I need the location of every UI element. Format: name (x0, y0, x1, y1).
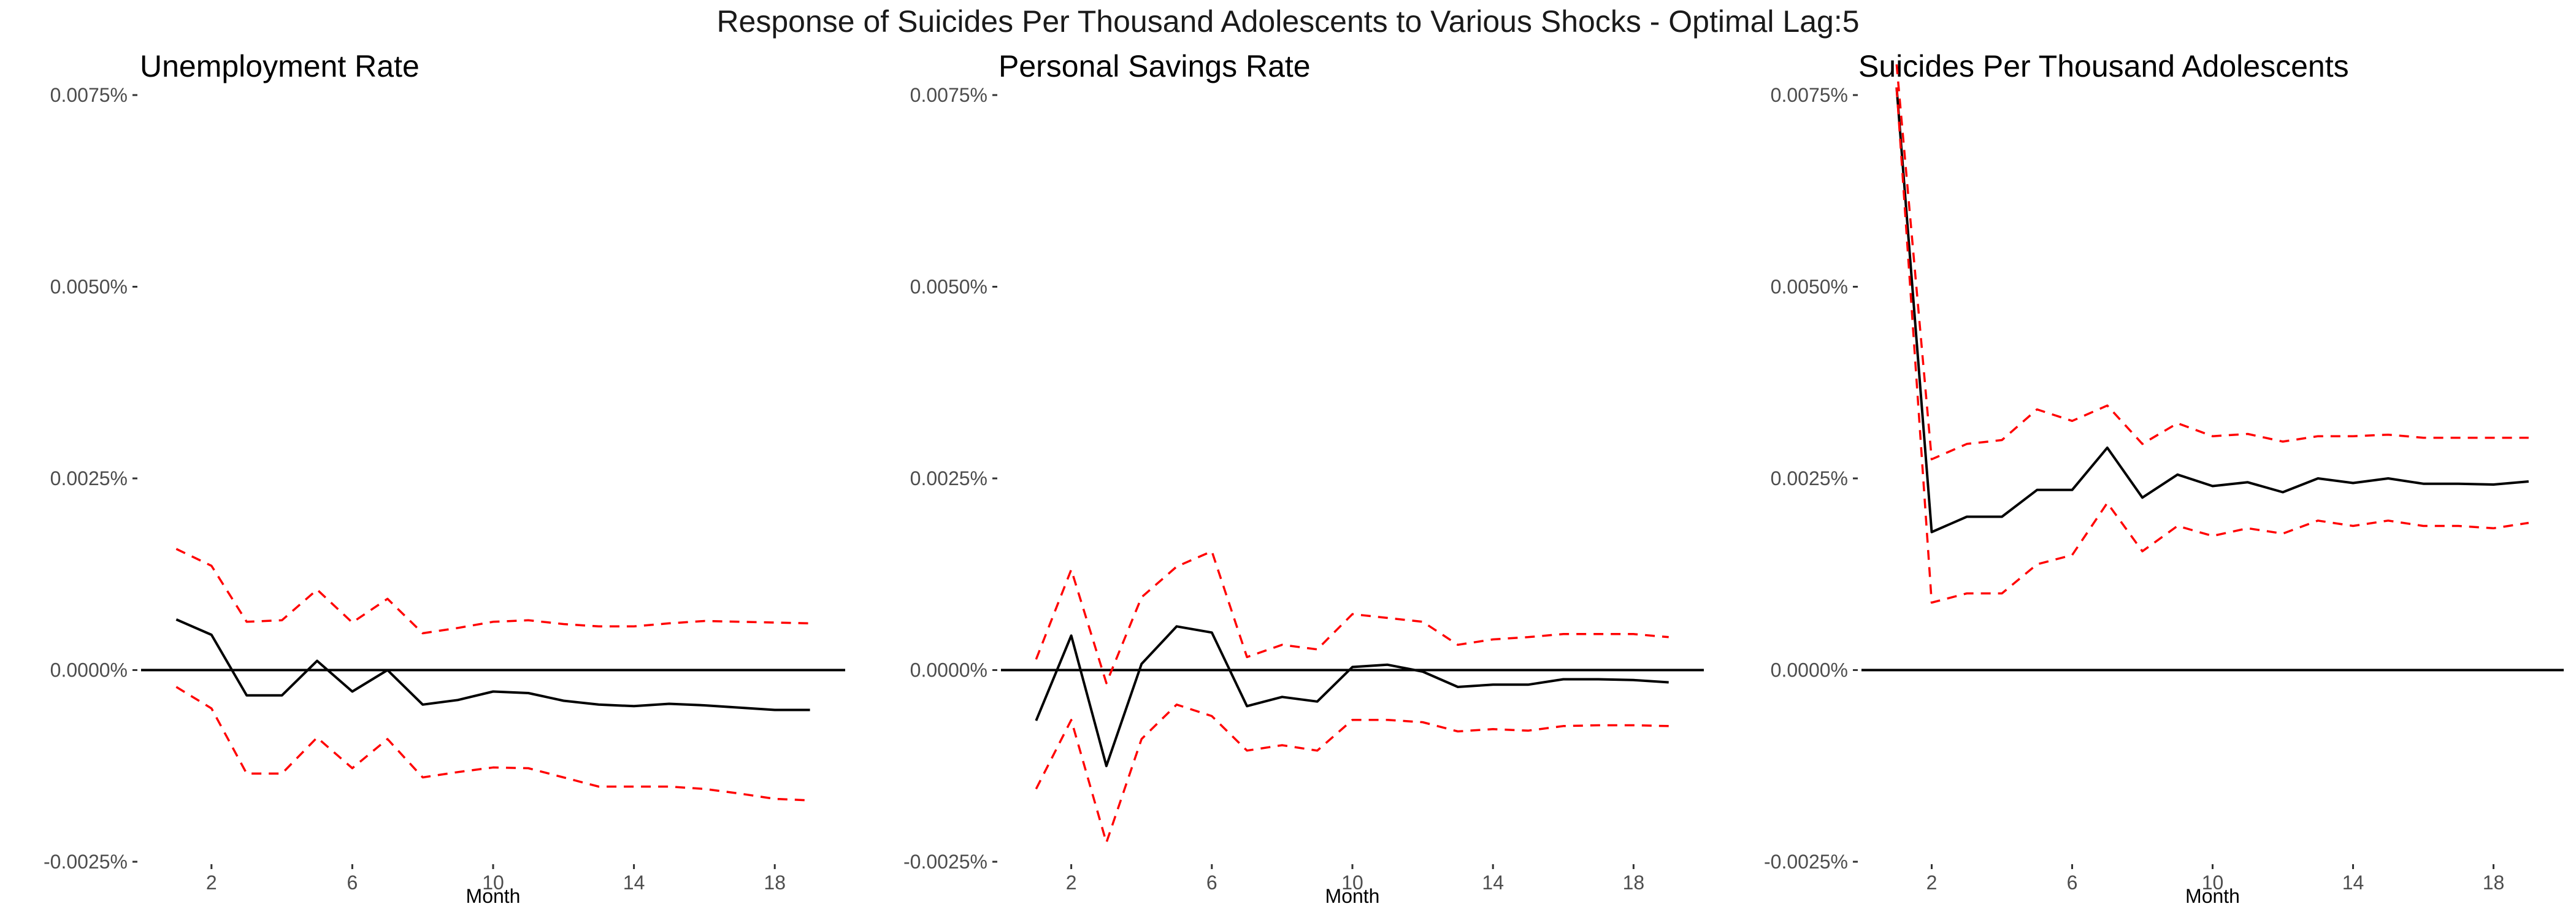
y-tick-label: 0.0075% (1771, 84, 1848, 106)
y-tick-label: 0.0025% (910, 467, 987, 489)
y-tick-label: 0.0025% (1771, 467, 1848, 489)
y-tick-label: -0.0025% (1764, 851, 1848, 873)
x-tick-label: 18 (764, 872, 786, 894)
x-tick-label: 10 (482, 872, 504, 894)
upper-ci-band (1895, 64, 2529, 461)
lower-ci-band (1035, 703, 1669, 844)
x-tick-label: 14 (1482, 872, 1504, 894)
y-tick-label: 0.0050% (50, 276, 128, 298)
y-tick-label: 0.0050% (910, 276, 987, 298)
panel-title: Personal Savings Rate (999, 49, 1311, 83)
response-line (1895, 87, 2529, 534)
x-tick-label: 14 (623, 872, 645, 894)
response-line (175, 618, 810, 711)
y-tick-label: 0.0075% (910, 84, 987, 106)
y-tick-label: 0.0050% (1771, 276, 1848, 298)
x-tick-label: 6 (1206, 872, 1217, 894)
panel-title: Suicides Per Thousand Adolescents (1858, 49, 2349, 83)
figure-title: Response of Suicides Per Thousand Adoles… (716, 4, 1859, 39)
x-tick-label: 10 (2202, 872, 2224, 894)
upper-ci-band (175, 548, 810, 635)
x-axis-title: Month (466, 885, 521, 907)
y-tick-label: 0.0075% (50, 84, 128, 106)
x-tick-label: 18 (1623, 872, 1645, 894)
x-tick-label: 2 (1926, 872, 1938, 894)
x-tick-label: 10 (1341, 872, 1363, 894)
y-tick-label: 0.0000% (1771, 659, 1848, 681)
x-tick-label: 2 (1066, 872, 1077, 894)
y-tick-label: -0.0025% (903, 851, 987, 873)
chart-panel-3: Suicides Per Thousand Adolescents -0.0025… (1764, 49, 2564, 907)
y-tick-label: -0.0025% (44, 851, 128, 873)
upper-ci-band (1035, 550, 1669, 684)
chart-panels: Unemployment Rate -0.0025% 0.0000% 0.0025% 0… (44, 49, 2564, 907)
chart-panel-1: Unemployment Rate -0.0025% 0.0000% 0.0025% 0… (44, 49, 845, 907)
x-tick-label: 6 (347, 872, 358, 894)
x-tick-label: 2 (206, 872, 217, 894)
x-axis-title: Month (1325, 885, 1380, 907)
panel-title: Unemployment Rate (140, 49, 420, 83)
lower-ci-band (1895, 87, 2529, 604)
y-tick-label: 0.0025% (50, 467, 128, 489)
x-tick-label: 14 (2342, 872, 2364, 894)
response-line (1035, 625, 1669, 767)
x-tick-label: 6 (2067, 872, 2078, 894)
y-tick-label: 0.0000% (50, 659, 128, 681)
lower-ci-band (175, 686, 810, 802)
chart-panel-2: Personal Savings Rate -0.0025% 0.0000% 0.00… (903, 49, 1704, 907)
x-tick-label: 18 (2483, 872, 2505, 894)
y-tick-label: 0.0000% (910, 659, 987, 681)
x-axis-title: Month (2185, 885, 2240, 907)
